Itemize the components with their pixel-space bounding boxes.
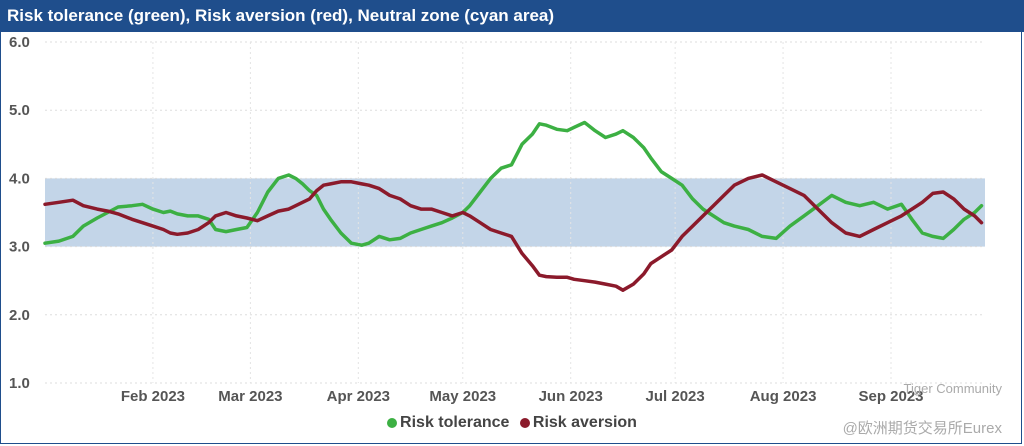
x-tick-label: Mar 2023 <box>218 388 282 405</box>
chart-title: Risk tolerance (green), Risk aversion (r… <box>0 0 1024 32</box>
neutral-zone-band <box>45 178 985 247</box>
y-tick-label: 5.0 <box>9 102 30 119</box>
legend-item-aversion[interactable]: Risk aversion <box>519 414 637 431</box>
x-tick-label: Jul 2023 <box>646 388 705 405</box>
legend-label-aversion: Risk aversion <box>532 414 637 431</box>
legend-item-tolerance[interactable]: Risk tolerance <box>387 414 514 431</box>
x-tick-label: Feb 2023 <box>121 388 185 405</box>
risk-aversion-line <box>43 173 984 292</box>
x-tick-label: May 2023 <box>429 388 496 405</box>
legend-label-tolerance: Risk tolerance <box>400 414 510 431</box>
y-tick-label: 4.0 <box>9 170 30 187</box>
x-tick-label: Aug 2023 <box>750 388 817 405</box>
y-tick-label: 6.0 <box>9 34 30 51</box>
legend-swatch-tolerance <box>387 417 398 428</box>
risk-tolerance-line <box>43 120 984 247</box>
watermark-handle: @欧洲期货交易所Eurex <box>842 420 1002 437</box>
x-tick-label: Sep 2023 <box>858 388 923 405</box>
y-tick-label: 2.0 <box>9 307 30 324</box>
chart-legend: Risk tolerance Risk aversion <box>0 414 1024 432</box>
watermark-community: Tiger Community <box>903 381 1002 396</box>
y-tick-label: 1.0 <box>9 375 30 392</box>
legend-swatch-aversion <box>519 417 530 428</box>
y-tick-label: 3.0 <box>9 239 30 256</box>
x-tick-label: Apr 2023 <box>327 388 390 405</box>
x-tick-label: Jun 2023 <box>539 388 603 405</box>
